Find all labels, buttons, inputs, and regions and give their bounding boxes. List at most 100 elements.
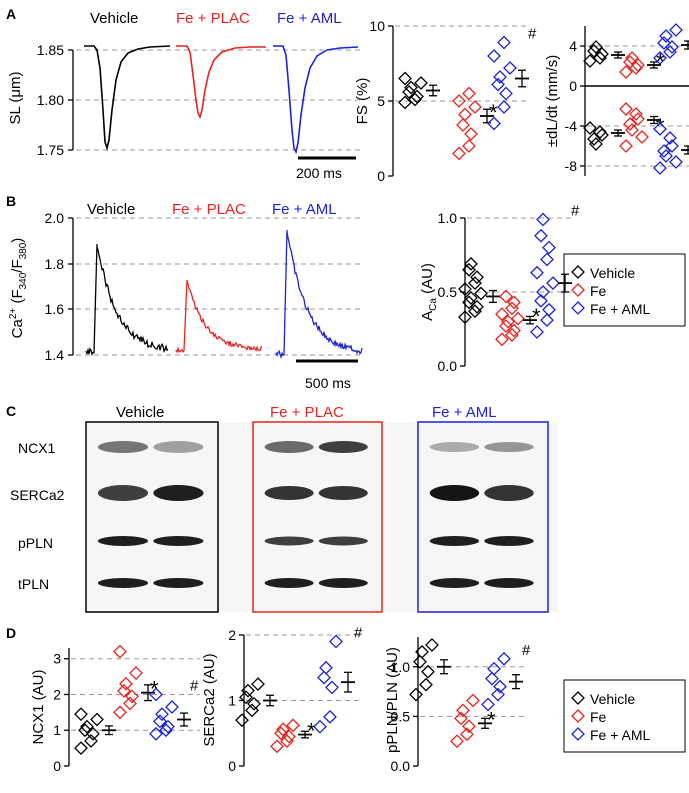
serca2-point-2-3 bbox=[317, 670, 331, 685]
legend-d-vehicle: Vehicle bbox=[590, 691, 635, 707]
aca-plot: 0.0 0.5 1.0 ACa (AU) * # bbox=[419, 202, 580, 374]
dldt-ytick-3: -8 bbox=[565, 158, 578, 174]
ncx1-point-1-0 bbox=[113, 705, 127, 720]
aca-point-2-2 bbox=[542, 302, 556, 317]
ca-ytick-1: 2.0 bbox=[45, 210, 65, 226]
legend-b-vehicle-marker bbox=[571, 265, 585, 279]
blot-band-2-0-1 bbox=[484, 442, 534, 452]
ncx1-sig-2: # bbox=[190, 677, 199, 694]
fs-ytick-0: 0 bbox=[377, 168, 385, 184]
ppln-sig-2: # bbox=[522, 642, 531, 659]
dldt-point-4-4 bbox=[625, 123, 639, 137]
fs-point-2-5 bbox=[503, 61, 517, 75]
ncx1-point-0-4 bbox=[80, 719, 94, 734]
blot-label-serca2: SERCa2 bbox=[10, 487, 65, 503]
serca2-point-0-4 bbox=[241, 683, 255, 698]
ncx1-point-0-3 bbox=[78, 723, 92, 738]
panel-label-c: C bbox=[6, 403, 16, 419]
fs-ylabel: FS (%) bbox=[354, 78, 371, 125]
ncx1-point-2-4 bbox=[155, 707, 169, 722]
ncx1-point-2-6 bbox=[149, 687, 163, 702]
ncx1-ylabel: NCX1 (AU) bbox=[30, 669, 47, 744]
ppln-ytick-1: 0.5 bbox=[391, 708, 411, 724]
ppln-point-2-5 bbox=[497, 651, 511, 666]
panel-label-b: B bbox=[6, 193, 16, 209]
western-blots: Vehicle Fe + PLAC Fe + AML NCX1 SERCa2 p… bbox=[10, 404, 558, 613]
sl-ylabel: SL (μm) bbox=[7, 71, 24, 124]
aca-point-2-5 bbox=[546, 276, 560, 291]
fs-point-0-0 bbox=[398, 95, 412, 110]
fs-point-0-6 bbox=[398, 71, 412, 86]
serca2-plot: 0 1 2 SERCa2 (AU) * # bbox=[201, 625, 363, 774]
legend-d-fe-aml: Fe + AML bbox=[590, 727, 651, 743]
sl-title-fe-aml: Fe + AML bbox=[277, 10, 342, 27]
legend-d: Vehicle Fe Fe + AML bbox=[563, 679, 686, 753]
blot-band-1-0-0 bbox=[264, 441, 314, 453]
ppln-point-2-1 bbox=[491, 687, 505, 702]
blot-box-fe-aml bbox=[417, 421, 549, 613]
aca-point-1-7 bbox=[505, 301, 519, 316]
blot-band-0-2-0 bbox=[97, 536, 149, 546]
ppln-point-1-2 bbox=[462, 719, 476, 734]
blot-band-1-1-0 bbox=[264, 486, 314, 500]
legend-d-fe-marker bbox=[571, 709, 585, 723]
dldt-point-5-0 bbox=[653, 122, 667, 136]
dldt-point-1-3 bbox=[623, 55, 637, 69]
fs-point-1-0 bbox=[452, 146, 466, 161]
ncx1-point-2-1 bbox=[159, 723, 173, 738]
aca-point-0-7 bbox=[468, 276, 482, 291]
blot-band-1-2-1 bbox=[318, 536, 368, 546]
fs-sig-2: # bbox=[528, 26, 537, 43]
dldt-point-1-4 bbox=[625, 51, 639, 65]
dldt-ytick-1: 0 bbox=[569, 78, 577, 94]
ncx1-point-1-5 bbox=[129, 666, 143, 680]
serca2-point-2-5 bbox=[329, 634, 343, 649]
ca-ytick-4: 1.4 bbox=[45, 347, 65, 363]
blot-band-0-2-1 bbox=[153, 536, 204, 546]
dldt-point-3-1 bbox=[593, 125, 607, 139]
ppln-point-2-0 bbox=[481, 697, 495, 712]
fs-point-2-2 bbox=[499, 86, 513, 101]
blot-box-fe-plac bbox=[252, 421, 383, 613]
aca-point-2-9 bbox=[534, 228, 548, 243]
sl-ytick-2: 1.80 bbox=[37, 92, 64, 108]
aca-point-1-8 bbox=[507, 295, 521, 310]
blot-band-2-1-1 bbox=[484, 485, 534, 501]
aca-point-1-9 bbox=[499, 289, 513, 304]
serca2-ytick-0: 0 bbox=[228, 758, 236, 774]
ncx1-point-0-1 bbox=[84, 734, 98, 748]
serca2-point-0-5 bbox=[251, 677, 265, 692]
blot-band-2-2-1 bbox=[484, 536, 534, 546]
fs-point-2-3 bbox=[491, 77, 505, 92]
aca-ytick-0: 0.0 bbox=[438, 358, 458, 374]
fs-point-2-0 bbox=[487, 116, 501, 131]
ppln-point-1-3 bbox=[454, 711, 468, 726]
fs-point-0-4 bbox=[404, 80, 418, 95]
ppln-point-2-3 bbox=[485, 671, 499, 686]
ncx1-point-1-3 bbox=[117, 683, 131, 698]
dldt-point-2-2 bbox=[665, 40, 679, 54]
aca-point-0-4 bbox=[464, 291, 478, 305]
blot-title-vehicle: Vehicle bbox=[116, 404, 164, 421]
aca-point-0-1 bbox=[468, 304, 482, 319]
fs-point-0-3 bbox=[402, 85, 416, 99]
blot-band-2-0-0 bbox=[429, 442, 480, 452]
aca-point-0-6 bbox=[458, 282, 472, 296]
ncx1-ytick-1: 1 bbox=[53, 722, 61, 738]
dldt-point-1-0 bbox=[619, 65, 633, 79]
serca2-point-0-1 bbox=[245, 703, 259, 718]
ppln-ytick-2: 1.0 bbox=[391, 659, 411, 675]
ncx1-point-1-6 bbox=[113, 644, 127, 659]
ca-ylabel: Ca2+ (F340/F380) bbox=[8, 238, 29, 339]
dldt-point-5-2 bbox=[665, 139, 679, 153]
dldt-plot: 40-4-8±dL/dt (mm/s)*#*# bbox=[544, 23, 689, 176]
blot-band-2-3-0 bbox=[429, 578, 480, 588]
dldt-point-4-2 bbox=[631, 112, 645, 126]
serca2-point-0-2 bbox=[247, 696, 261, 711]
blot-band-0-3-1 bbox=[153, 578, 204, 588]
fs-point-1-1 bbox=[462, 139, 476, 153]
aca-point-2-8 bbox=[542, 240, 556, 255]
aca-point-2-4 bbox=[536, 285, 550, 299]
